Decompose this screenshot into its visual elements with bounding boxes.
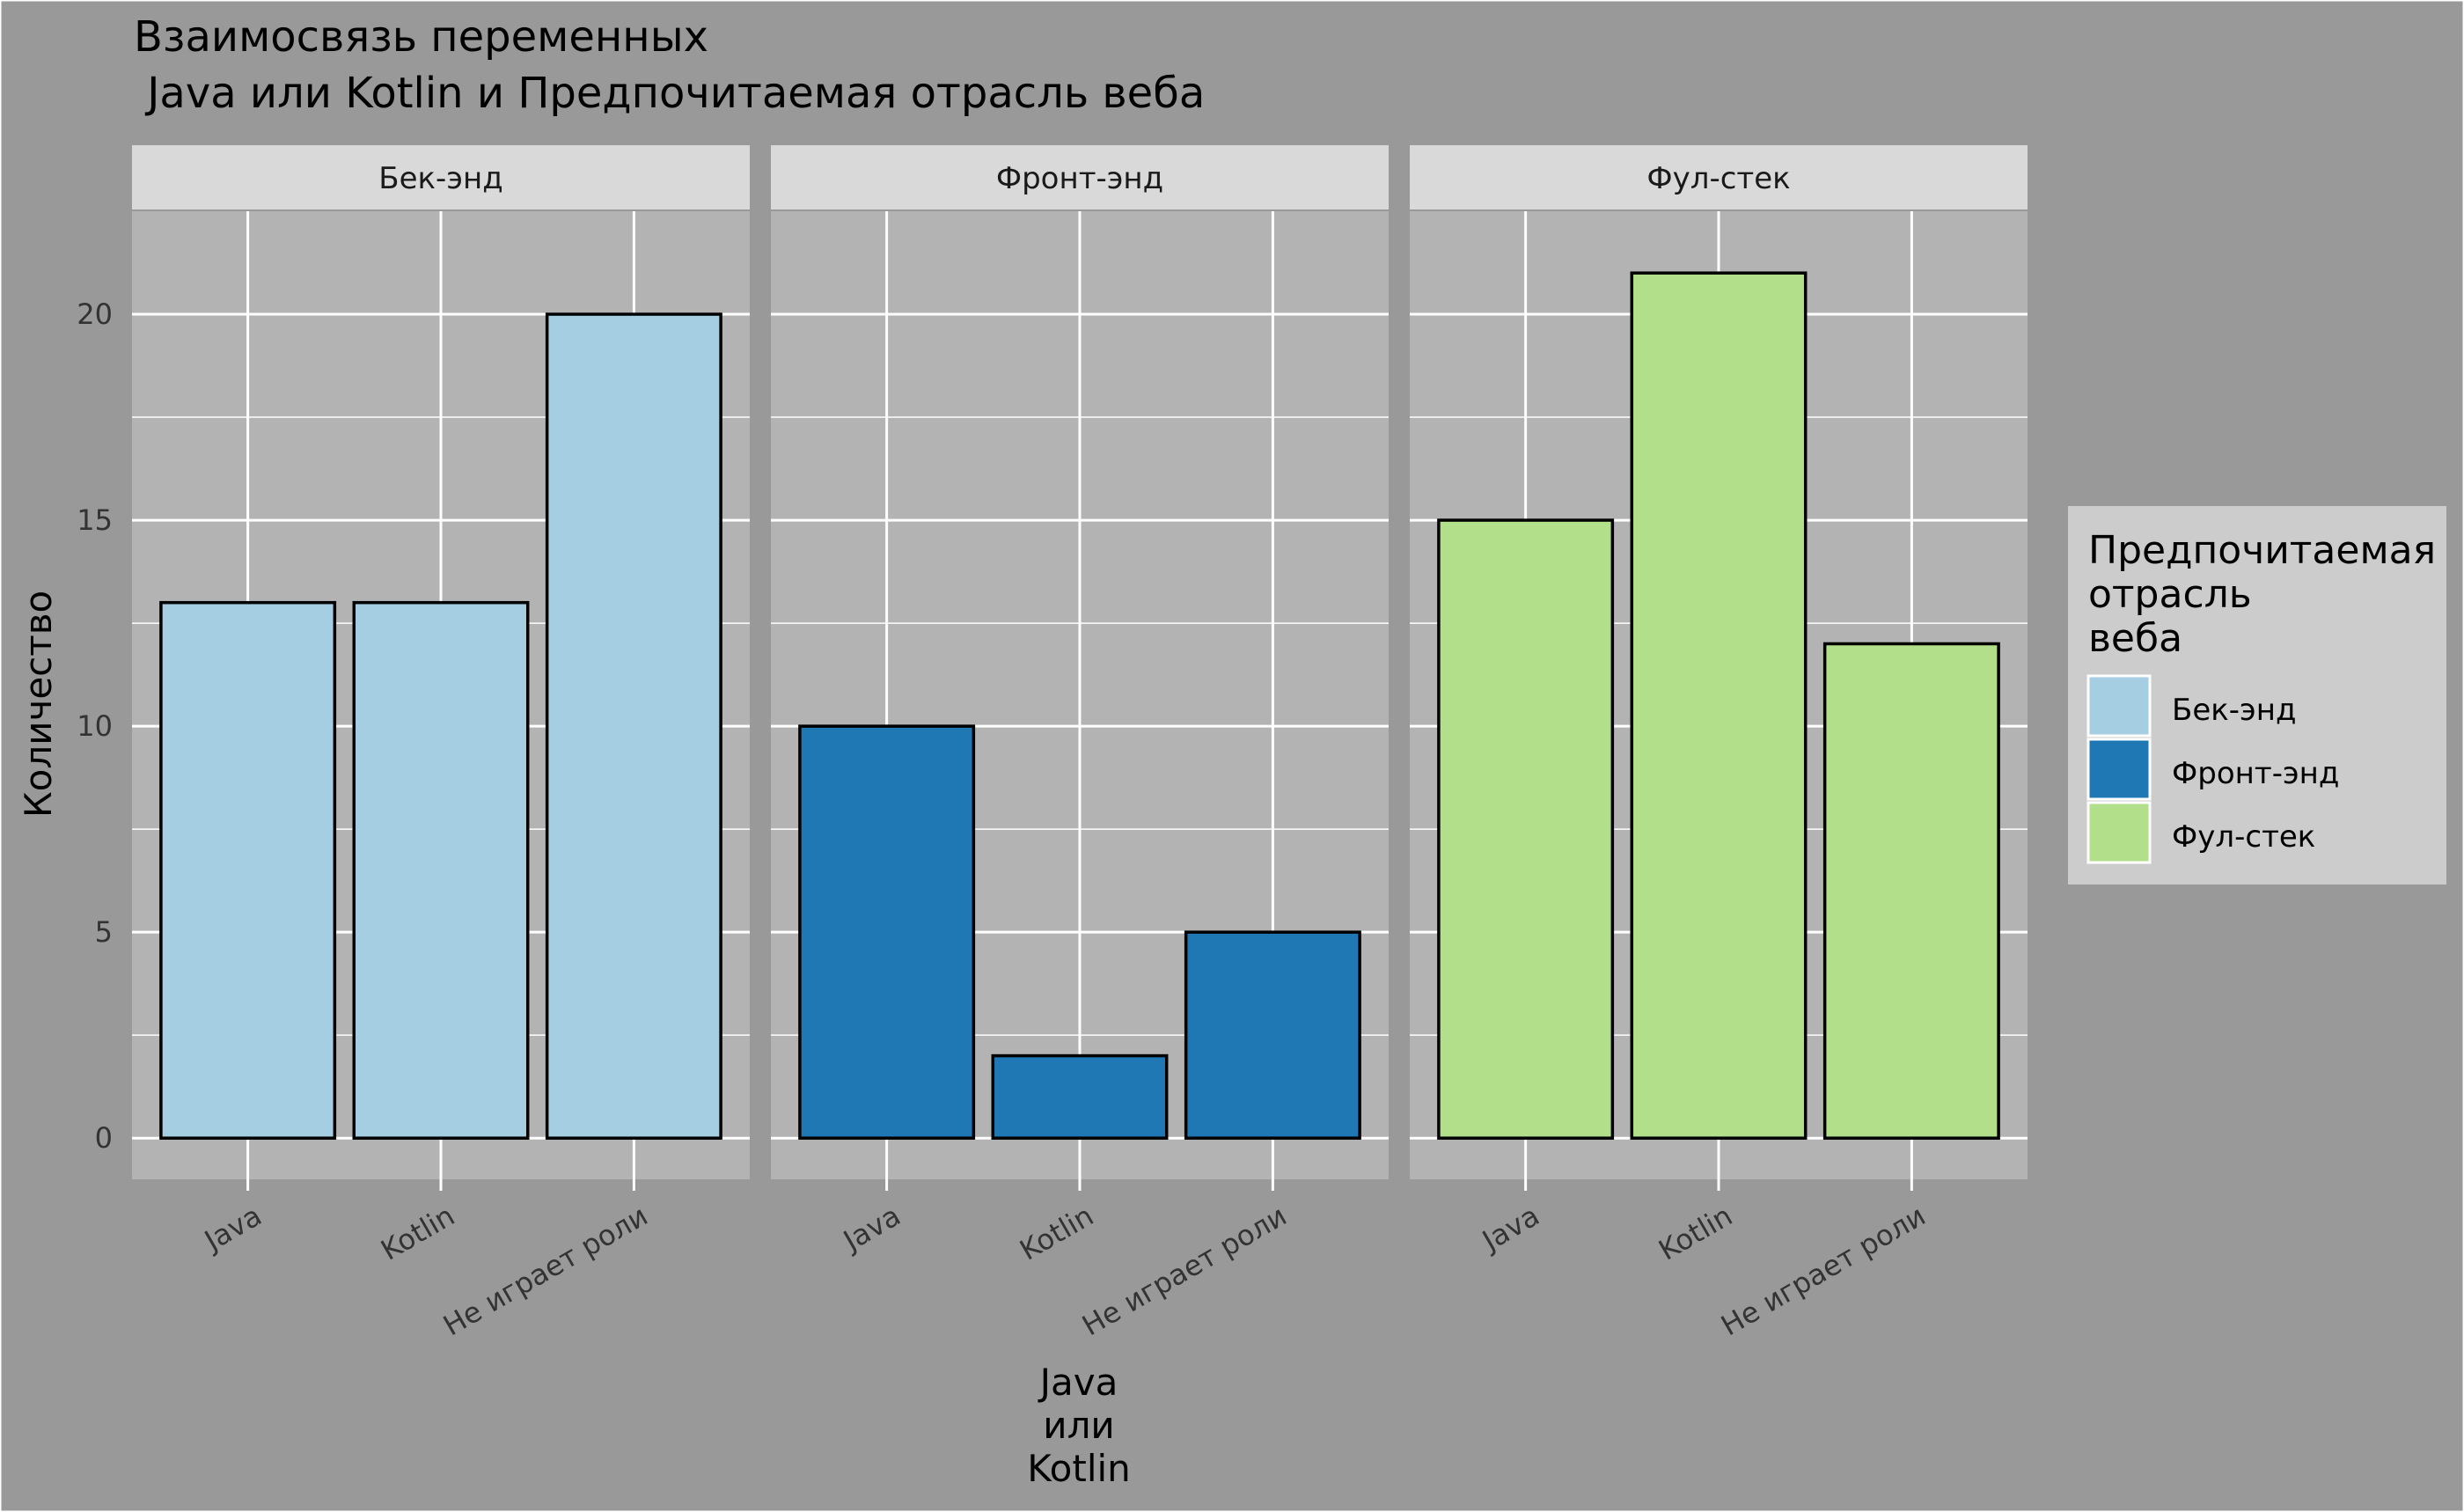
legend-title-line-2: отрасль — [2088, 572, 2252, 617]
y-tick-label: 0 — [95, 1121, 113, 1155]
legend-swatch — [2086, 674, 2152, 738]
y-axis-ticks: 0 5 10 15 20 — [77, 297, 113, 1155]
legend-title-line-1: Предпочитаемая — [2088, 528, 2436, 573]
facet-strip — [771, 145, 1389, 209]
bar — [798, 724, 976, 1140]
legend-title-line-3: веба — [2088, 616, 2182, 661]
facet-strip-label: Бек-энд — [378, 161, 502, 196]
x-axis-label-line-2: или — [1043, 1404, 1114, 1447]
bar — [1437, 518, 1615, 1140]
legend-entry-label: Фронт-энд — [2172, 756, 2339, 791]
legend: Предпочитаемая отрасль веба Бек-энд Фрон… — [2068, 506, 2446, 884]
legend-entry-label: Фул-стек — [2172, 819, 2315, 855]
bar — [545, 312, 722, 1140]
chart-title-line-1: Взаимосвязь переменных — [134, 12, 708, 62]
y-tick-label: 5 — [95, 915, 113, 949]
bar — [159, 600, 337, 1140]
legend-swatch — [2086, 738, 2152, 801]
chart-title-line-2: Java или Kotlin и Предпочитаемая отрасль… — [134, 69, 1205, 118]
y-tick-label: 20 — [77, 297, 113, 331]
facet-strip — [1410, 145, 2028, 209]
y-axis-label: Количество — [17, 591, 60, 818]
bar — [1822, 642, 2000, 1140]
legend-swatch — [2086, 801, 2152, 864]
bar — [1630, 271, 1808, 1140]
bar — [1184, 930, 1361, 1140]
x-axis-label-line-3: Kotlin — [1027, 1447, 1131, 1490]
facet-strip — [132, 145, 750, 209]
facet-strip-label: Фронт-энд — [996, 161, 1163, 196]
x-axis-label-line-1: Java — [1038, 1361, 1118, 1404]
facet-strip-label: Фул-стек — [1646, 161, 1790, 196]
y-tick-label: 10 — [77, 709, 113, 743]
legend-entry-label: Бек-энд — [2172, 693, 2296, 728]
bar — [991, 1053, 1169, 1140]
bar — [352, 600, 530, 1140]
y-tick-label: 15 — [77, 503, 113, 537]
